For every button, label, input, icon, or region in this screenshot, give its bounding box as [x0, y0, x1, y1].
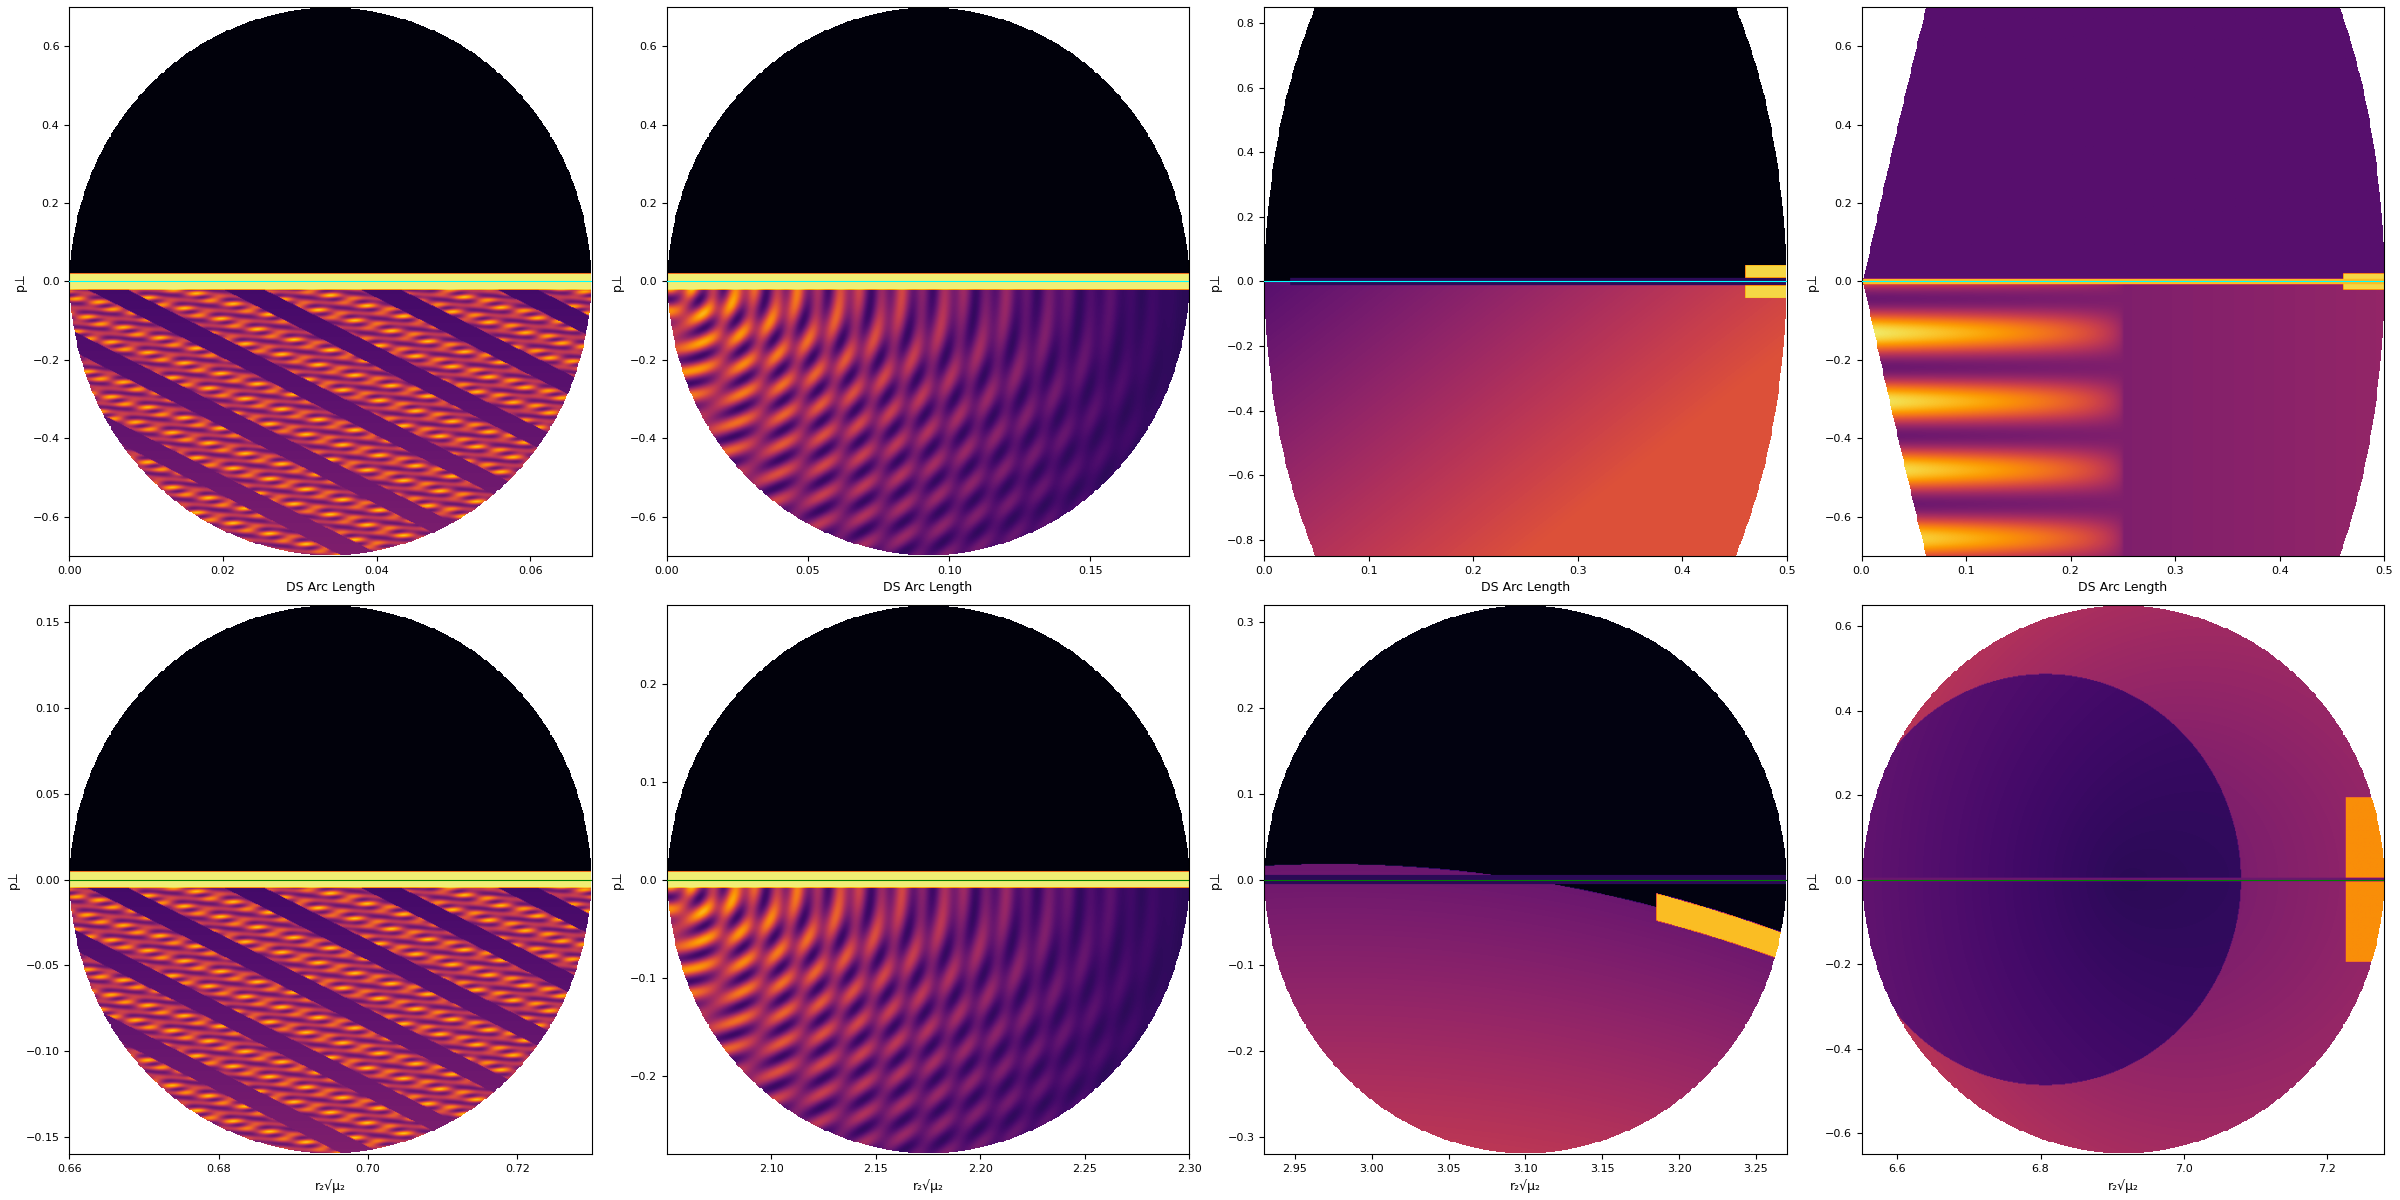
X-axis label: DS Arc Length: DS Arc Length	[2078, 581, 2167, 594]
X-axis label: r₂√μ₂: r₂√μ₂	[1510, 1180, 1541, 1193]
Y-axis label: p⊥: p⊥	[612, 870, 624, 889]
X-axis label: r₂√μ₂: r₂√μ₂	[2107, 1180, 2138, 1193]
X-axis label: r₂√μ₂: r₂√μ₂	[912, 1180, 943, 1193]
X-axis label: DS Arc Length: DS Arc Length	[883, 581, 972, 594]
Y-axis label: p⊥: p⊥	[1807, 272, 1819, 290]
Y-axis label: p⊥: p⊥	[1807, 870, 1819, 889]
Y-axis label: p⊥: p⊥	[14, 272, 26, 290]
X-axis label: DS Arc Length: DS Arc Length	[1481, 581, 1570, 594]
Y-axis label: p⊥: p⊥	[1210, 272, 1222, 290]
Y-axis label: p⊥: p⊥	[7, 870, 19, 889]
X-axis label: r₂√μ₂: r₂√μ₂	[314, 1180, 346, 1193]
Y-axis label: p⊥: p⊥	[1210, 870, 1222, 889]
Y-axis label: p⊥: p⊥	[612, 272, 624, 290]
X-axis label: DS Arc Length: DS Arc Length	[286, 581, 374, 594]
